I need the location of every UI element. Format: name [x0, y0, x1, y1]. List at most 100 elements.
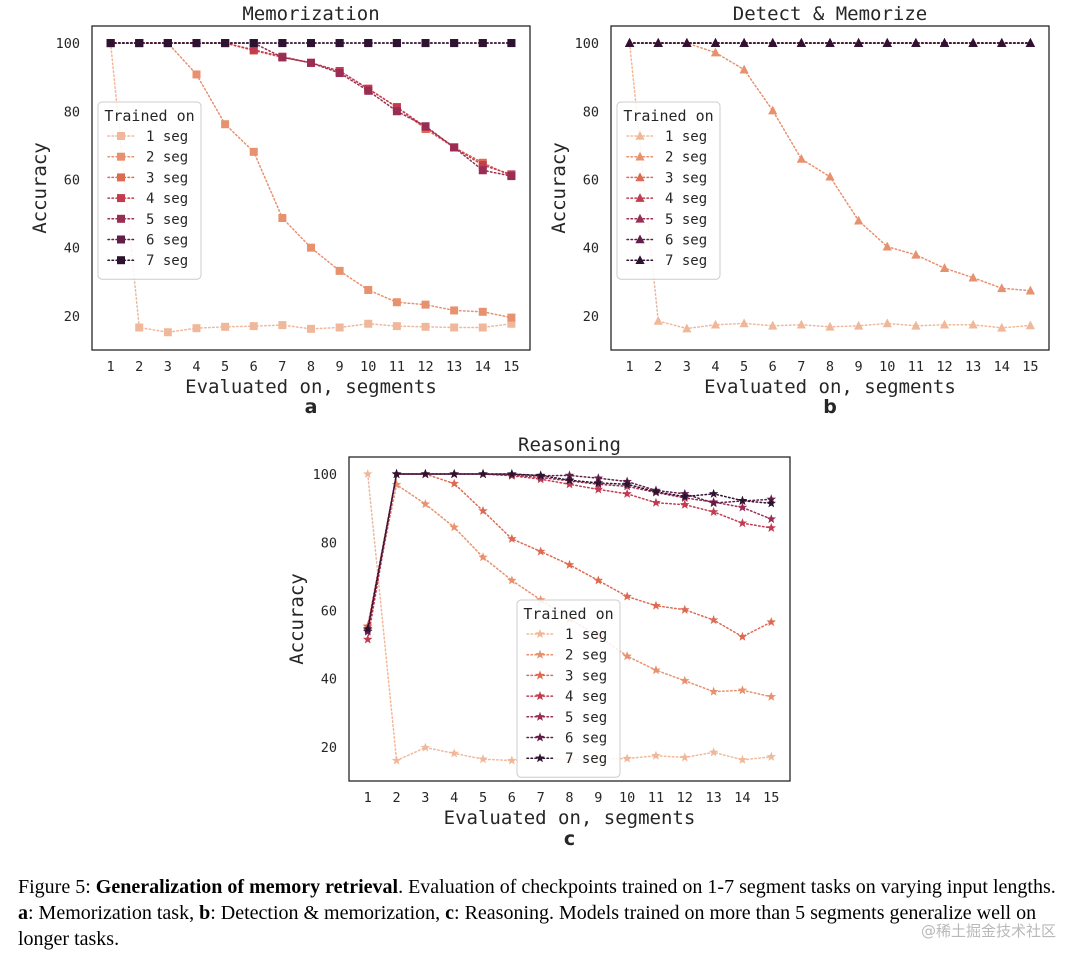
x-tick-label: 3 [164, 359, 172, 375]
legend-box [97, 101, 202, 280]
data-point [221, 39, 230, 48]
y-axis-label: Accuracy [548, 142, 570, 234]
data-point [768, 320, 778, 330]
legend-marker [535, 629, 545, 639]
data-point [449, 748, 459, 758]
data-point [680, 752, 690, 762]
data-point [622, 591, 632, 601]
series-line [109, 42, 513, 319]
legend-item: 3 seg [107, 170, 188, 186]
legend-marker [635, 151, 645, 161]
data-point [421, 300, 430, 309]
y-tick-label: 80 [583, 104, 599, 120]
legend-item: 6 seg [107, 233, 188, 249]
legend-label: 4 seg [665, 191, 707, 207]
data-point [507, 469, 517, 479]
y-tick-label: 20 [583, 309, 599, 325]
x-tick-label: 13 [446, 359, 462, 375]
legend-label: 1 seg [565, 627, 607, 643]
legend: Trained on 1 seg 2 seg 3 seg 4 seg 5 seg 6 seg… [97, 101, 202, 280]
x-tick-label: 13 [965, 359, 981, 375]
data-point [593, 477, 604, 487]
data-point [622, 651, 632, 661]
data-point [507, 172, 516, 181]
legend-item: 2 seg [626, 150, 707, 166]
legend-label: 6 seg [665, 233, 707, 249]
data-point [939, 38, 950, 47]
data-point [708, 615, 719, 625]
data-point [564, 475, 575, 485]
data-point [737, 518, 748, 528]
data-point [939, 263, 950, 272]
data-point [653, 38, 663, 47]
legend-marker [635, 172, 645, 182]
x-tick-label: 11 [908, 359, 924, 375]
y-tick-label: 40 [64, 241, 80, 257]
data-point [739, 64, 749, 74]
data-point [420, 742, 431, 752]
y-tick-label: 100 [575, 36, 599, 52]
legend-label: 5 seg [665, 212, 707, 228]
legend-label: 7 seg [565, 751, 607, 767]
legend-item: 5 seg [626, 212, 707, 228]
data-point [535, 470, 546, 480]
data-point [997, 322, 1007, 332]
data-point [854, 320, 864, 330]
data-point [825, 171, 835, 181]
legend-marker [535, 732, 545, 742]
data-point [997, 283, 1007, 293]
data-point [478, 161, 487, 170]
legend-item: 1 seg [626, 129, 707, 145]
legend-label: 7 seg [665, 253, 707, 269]
data-point [221, 120, 230, 129]
legend-marker [535, 691, 545, 701]
data-point [680, 675, 690, 685]
data-point [682, 323, 692, 333]
data-point [1025, 285, 1035, 295]
caption-bold-title: Generalization of memory retrieval [95, 876, 399, 898]
legend-marker [635, 234, 645, 244]
data-point [911, 320, 921, 330]
data-point [854, 215, 864, 225]
legend-marker [117, 256, 125, 265]
legend-item: 2 seg [526, 648, 607, 664]
data-point [651, 750, 661, 760]
x-tick-label: 4 [192, 359, 200, 375]
data-point [680, 499, 690, 509]
series-3-seg [362, 469, 777, 641]
x-tick-label: 13 [705, 790, 721, 806]
data-point [362, 469, 373, 479]
legend-label: 2 seg [665, 150, 707, 166]
data-point [507, 39, 516, 48]
data-point [680, 491, 690, 501]
legend-marker [117, 173, 125, 182]
data-point [335, 323, 344, 332]
legend-label: 6 seg [146, 233, 188, 249]
legend-marker [117, 132, 125, 140]
legend-label: 4 seg [146, 191, 188, 207]
y-tick-label: 80 [321, 535, 337, 551]
x-tick-label: 12 [677, 790, 693, 806]
data-point [708, 686, 719, 696]
series-7-seg [106, 39, 516, 48]
data-point [450, 143, 459, 152]
data-point [249, 39, 258, 48]
data-point [708, 488, 719, 498]
data-point [392, 103, 401, 112]
data-point [421, 322, 430, 331]
data-point [449, 522, 459, 532]
data-point [968, 38, 978, 47]
data-point [278, 321, 287, 330]
legend-marker [535, 753, 545, 763]
x-tick-label: 14 [475, 359, 491, 375]
x-tick-label: 2 [135, 359, 143, 375]
series-7-seg [362, 469, 777, 633]
data-point [307, 324, 315, 333]
data-point [882, 241, 892, 251]
data-point [135, 323, 144, 332]
x-tick-label: 15 [1022, 359, 1038, 375]
data-point [192, 70, 201, 79]
y-tick-label: 40 [321, 672, 337, 688]
data-point [622, 488, 632, 498]
